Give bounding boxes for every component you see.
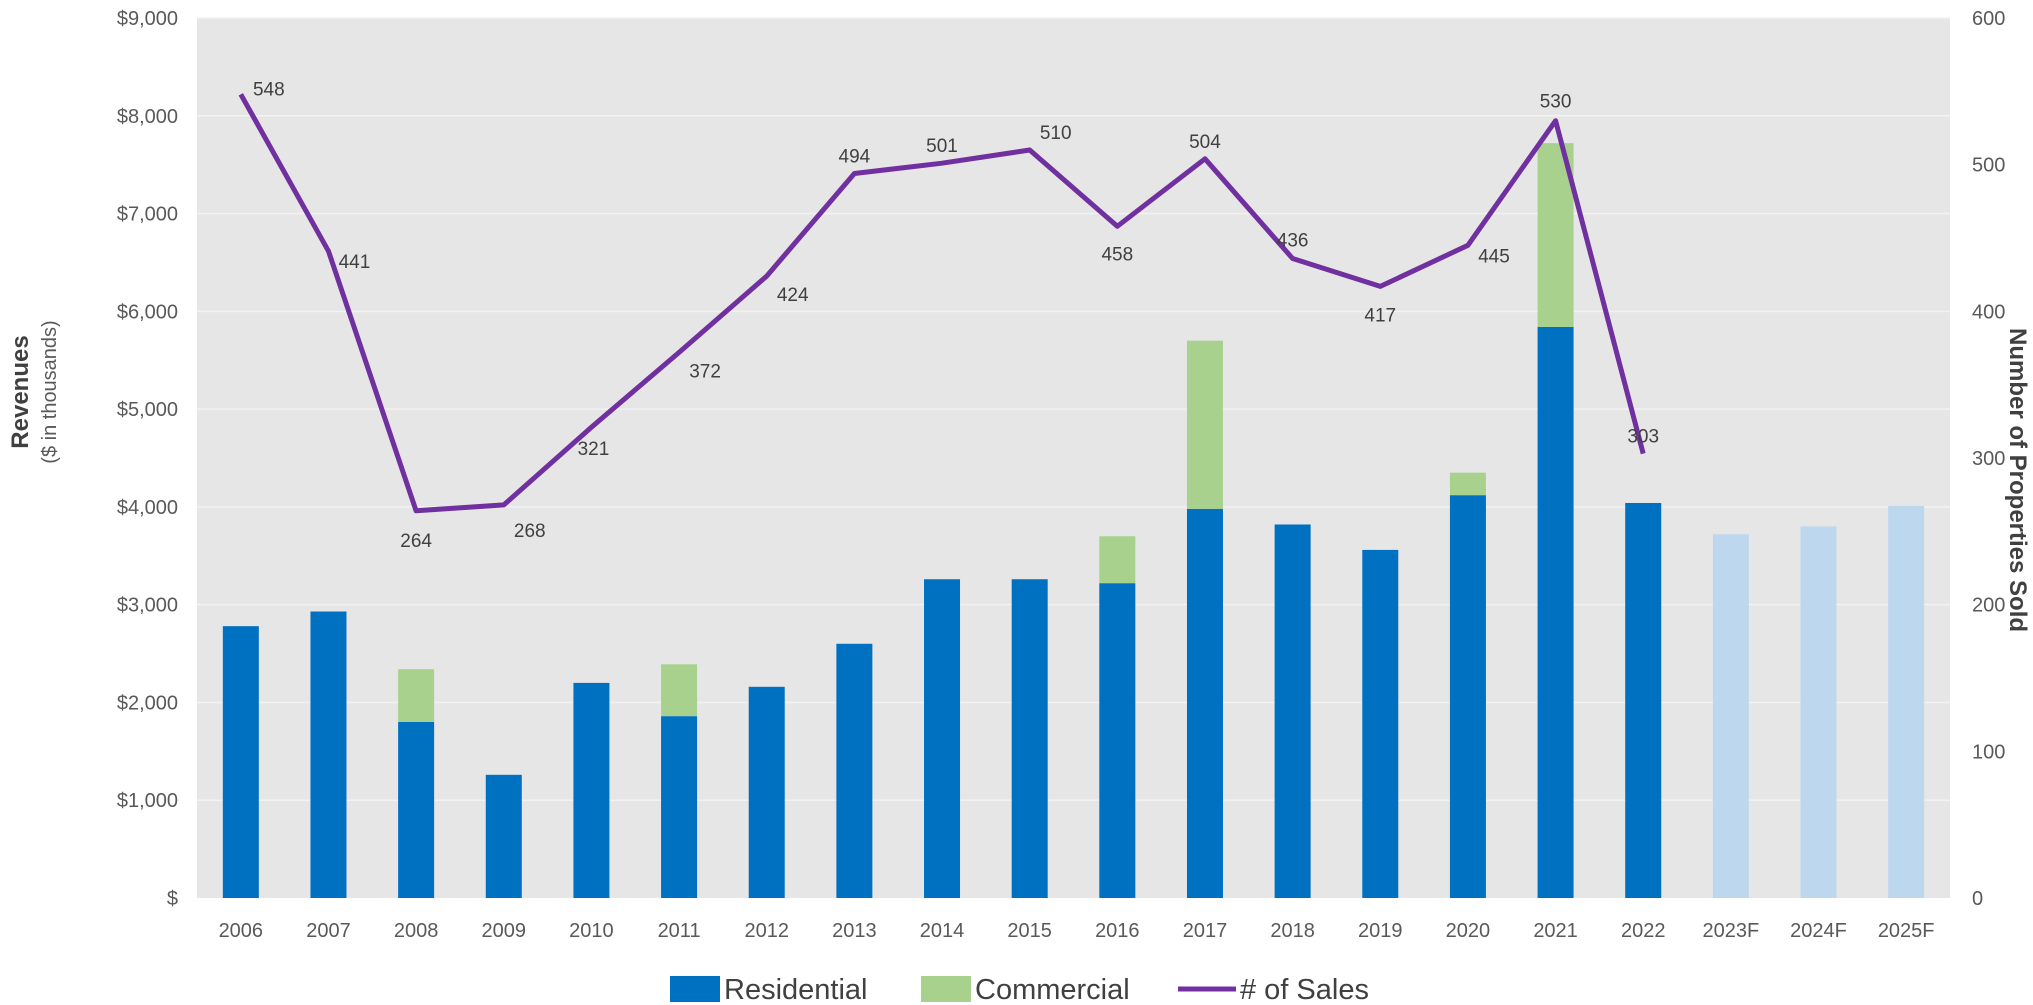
y-tick-label: $3,000: [117, 595, 178, 617]
sales-data-label: 424: [777, 285, 809, 306]
y-axis-subtitle: ($ in thousands): [39, 320, 61, 463]
x-tick-label: 2020: [1446, 920, 1491, 942]
sales-data-label: 417: [1364, 305, 1396, 326]
forecast-bar: [1713, 534, 1749, 898]
x-tick-label: 2021: [1533, 920, 1578, 942]
y2-tick-label: 500: [1972, 155, 2005, 177]
x-tick-label: 2024F: [1790, 920, 1847, 942]
residential-bar: [223, 626, 259, 898]
legend-label-commercial: Commercial: [975, 974, 1130, 1005]
sales-data-label: 445: [1478, 246, 1510, 267]
residential-bar: [573, 683, 609, 898]
plot-area: [197, 18, 1950, 898]
sales-data-label: 501: [926, 136, 958, 157]
sales-data-label: 530: [1540, 92, 1572, 113]
sales-data-label: 494: [839, 146, 871, 167]
y-tick-label: $9,000: [117, 8, 178, 30]
legend: Residential Commercial # of Sales: [670, 974, 1369, 1005]
left-axis-ticks: $ $1,000 $2,000 $3,000 $4,000 $5,000 $6,000 $7,…: [117, 8, 178, 910]
residential-bar: [1012, 579, 1048, 898]
x-tick-label: 2023F: [1703, 920, 1760, 942]
legend-label-residential: Residential: [724, 974, 867, 1005]
y2-tick-label: 200: [1972, 595, 2005, 617]
residential-bar: [1275, 524, 1311, 898]
x-tick-label: 2013: [832, 920, 877, 942]
sales-data-label: 321: [578, 439, 610, 460]
legend-label-sales: # of Sales: [1240, 974, 1369, 1005]
residential-bar: [661, 716, 697, 898]
y2-tick-label: 300: [1972, 448, 2005, 470]
residential-bar: [1362, 550, 1398, 898]
x-tick-label: 2022: [1621, 920, 1666, 942]
sales-data-label: 268: [514, 521, 546, 542]
y-tick-label: $1,000: [117, 790, 178, 812]
sales-data-label: 303: [1627, 427, 1659, 448]
x-tick-label: 2009: [482, 920, 527, 942]
residential-bar: [486, 775, 522, 898]
x-tick-label: 2014: [920, 920, 965, 942]
x-tick-label: 2007: [306, 920, 351, 942]
x-tick-label: 2025F: [1878, 920, 1935, 942]
x-tick-label: 2006: [219, 920, 264, 942]
residential-bar: [398, 722, 434, 898]
residential-bar: [749, 687, 785, 898]
sales-data-label: 510: [1040, 123, 1072, 144]
residential-bar: [1187, 509, 1223, 898]
y-tick-label: $8,000: [117, 106, 178, 128]
legend-swatch-residential: [670, 976, 720, 1002]
sales-data-label: 372: [689, 361, 721, 382]
y2-tick-label: 600: [1972, 8, 2005, 30]
y2-tick-label: 400: [1972, 301, 2005, 323]
x-axis-ticks: 2006 2007 2008 2009 2010 2011 2012 2013 2014 2015…: [219, 920, 1935, 942]
commercial-bar: [1099, 536, 1135, 583]
legend-swatch-commercial: [921, 976, 971, 1002]
y-tick-label: $4,000: [117, 497, 178, 519]
commercial-bar: [398, 669, 434, 722]
x-tick-label: 2012: [744, 920, 789, 942]
sales-data-label: 504: [1189, 132, 1221, 153]
commercial-bar: [1187, 341, 1223, 509]
sales-data-label: 264: [400, 531, 432, 552]
x-tick-label: 2016: [1095, 920, 1140, 942]
x-tick-label: 2010: [569, 920, 614, 942]
sales-data-label: 436: [1277, 231, 1309, 252]
y-tick-label: $: [167, 888, 178, 910]
commercial-bar: [661, 664, 697, 716]
x-tick-label: 2017: [1183, 920, 1228, 942]
y-tick-label: $6,000: [117, 301, 178, 323]
x-tick-label: 2011: [658, 920, 701, 942]
y2-axis-title: Number of Properties Sold: [2004, 328, 2031, 632]
residential-bar: [836, 644, 872, 898]
residential-bar: [924, 579, 960, 898]
y2-tick-label: 0: [1972, 888, 1983, 910]
forecast-bar: [1888, 506, 1924, 898]
right-axis-ticks: 0 100 200 300 400 500 600: [1972, 8, 2005, 910]
y-axis-title: Revenues: [7, 335, 34, 448]
y-tick-label: $5,000: [117, 399, 178, 421]
x-tick-label: 2019: [1358, 920, 1403, 942]
sales-data-label: 458: [1101, 244, 1133, 265]
sales-data-label: 548: [253, 79, 285, 100]
residential-bar: [1538, 327, 1574, 898]
y2-tick-label: 100: [1972, 741, 2005, 763]
residential-bar: [1450, 495, 1486, 898]
sales-data-label: 441: [339, 252, 371, 273]
commercial-bar: [1450, 473, 1486, 495]
x-tick-label: 2015: [1007, 920, 1052, 942]
residential-bar: [1099, 583, 1135, 898]
forecast-bar: [1801, 526, 1837, 898]
x-tick-label: 2018: [1270, 920, 1315, 942]
y-tick-label: $2,000: [117, 692, 178, 714]
y-tick-label: $7,000: [117, 204, 178, 226]
x-tick-label: 2008: [394, 920, 439, 942]
residential-bar: [1625, 503, 1661, 898]
residential-bar: [310, 612, 346, 898]
